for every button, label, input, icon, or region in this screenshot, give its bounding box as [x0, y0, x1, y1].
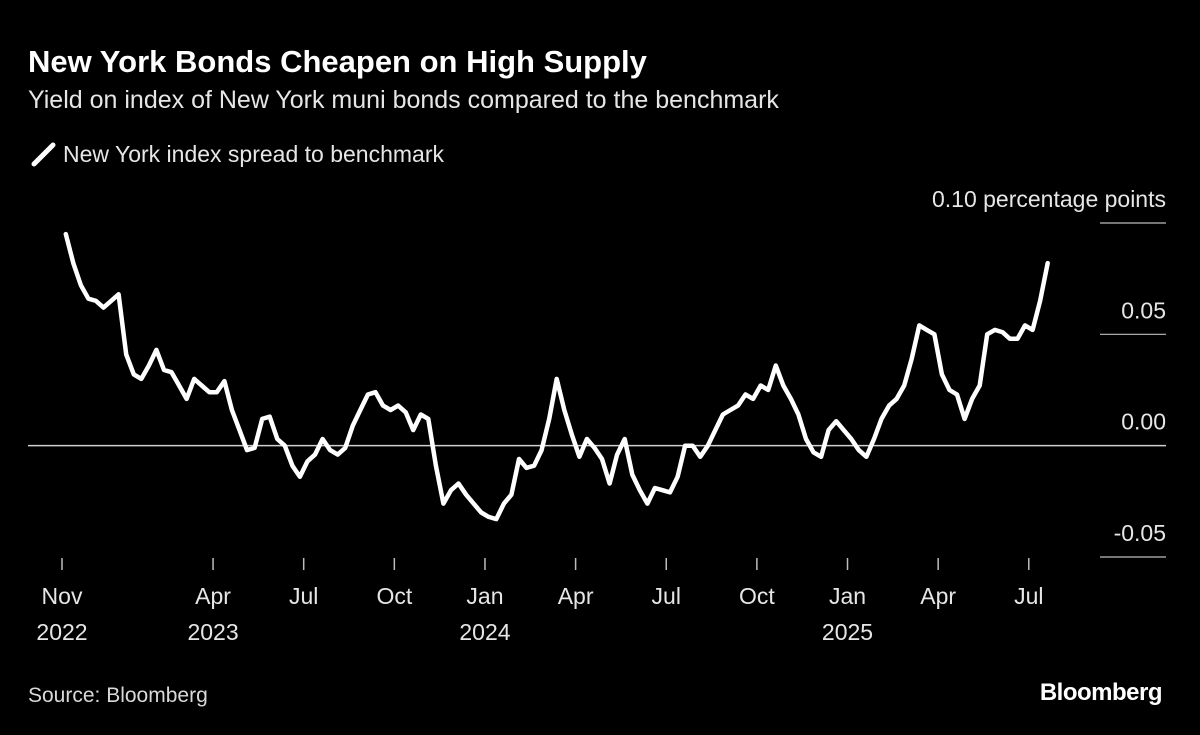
x-tick-label: Jan 2025: [822, 583, 873, 645]
y-tick-label: -0.05: [1114, 520, 1166, 546]
y-tick-label: 0.10 percentage points: [932, 186, 1166, 212]
y-tick-label: 0.00: [1121, 409, 1166, 435]
x-tick-label: Apr 2023: [187, 583, 238, 645]
x-tick-label: Apr: [920, 583, 956, 609]
y-tick-label: 0.05: [1121, 297, 1166, 323]
x-tick-label: Nov 2022: [36, 583, 87, 645]
source: Source: Bloomberg: [28, 684, 208, 707]
chart-title: New York Bonds Cheapen on High Supply: [28, 44, 648, 79]
data-line: [63, 231, 1050, 522]
x-tick-label: Oct: [739, 583, 775, 609]
legend: New York index spread to benchmark: [31, 141, 444, 167]
legend-swatch: [31, 142, 56, 167]
x-tick-label: Jul: [289, 583, 318, 609]
x-tick-label: Oct: [376, 583, 412, 609]
brand-logo: Bloomberg: [1040, 679, 1162, 706]
chart-subtitle: Yield on index of New York muni bonds co…: [28, 86, 779, 114]
legend-label: New York index spread to benchmark: [63, 141, 444, 167]
x-tick-label: Jan 2024: [459, 583, 510, 645]
x-tick-label: Apr: [558, 583, 594, 609]
x-tick-label: Jul: [652, 583, 681, 609]
x-tick-label: Jul: [1014, 583, 1043, 609]
